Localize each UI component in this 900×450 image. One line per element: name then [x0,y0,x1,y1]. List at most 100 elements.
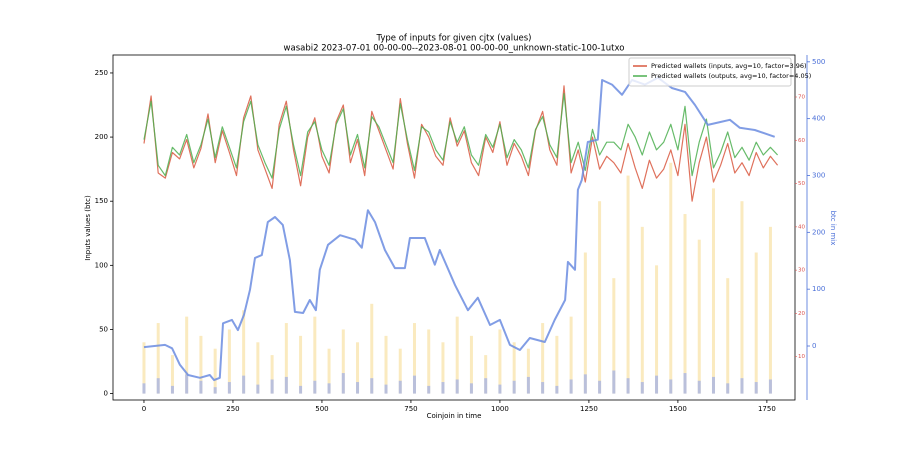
x-tick-label: 500 [315,405,328,413]
bar [384,384,388,394]
bar [313,316,317,394]
bar [569,316,573,394]
y-axis-label: Inputs values (btc) [84,195,92,261]
bar [683,214,687,394]
bar [341,373,345,394]
y3-tick-label: 20 [798,311,805,317]
bar [768,226,772,394]
y2-tick-label: 100 [812,285,825,293]
bar [726,278,730,394]
legend-box [628,57,792,87]
bar [313,380,317,394]
series-line [143,92,779,179]
y3-tick-label: 50 [798,181,805,187]
bar [754,382,758,394]
bar [370,378,374,394]
plot [142,76,779,394]
bar [484,378,488,394]
bar [655,265,659,394]
bar [526,348,530,394]
bar [569,379,573,394]
bar [327,383,331,394]
bar [768,379,772,394]
bar [185,316,189,394]
bar [412,375,416,394]
bar [740,201,744,394]
y-tick-label: 200 [95,133,108,141]
plot-frame [112,54,796,401]
y-tick-label: 0 [104,390,108,398]
bar [683,373,687,394]
legend-label: Predicted wallets (outputs, avg=10, fact… [651,72,811,80]
bar [284,323,288,394]
y2-tick-label: 500 [812,58,825,66]
bar [398,348,402,394]
bar [726,383,730,394]
bar [156,323,160,394]
y2-axis-label: btc in mix [829,211,837,246]
y2-tick-label: 200 [812,228,825,236]
bar [270,379,274,394]
bar [583,252,587,394]
bar [370,303,374,394]
bar [242,310,246,394]
bar [356,382,360,394]
y-tick-label: 150 [95,197,108,205]
bar [612,278,616,394]
bar [526,376,530,394]
bar [199,380,203,394]
bar [541,323,545,394]
y-tick-label: 50 [99,325,108,333]
bar [669,162,673,394]
bar [441,342,445,394]
x-tick-label: 250 [226,405,239,413]
series-line [143,85,779,202]
bar [754,252,758,394]
bar [711,188,715,394]
x-axis-label: Coinjoin in time [427,412,482,420]
bar [498,384,502,394]
bar [598,201,602,394]
bar [341,329,345,394]
bar [740,378,744,394]
x-tick-label: 1750 [758,405,776,413]
bar [142,342,146,394]
bar [270,355,274,394]
bar [484,355,488,394]
bar [441,382,445,394]
y3-tick-label: 10 [798,354,805,360]
bar [583,374,587,394]
x-tick-label: 1500 [669,405,687,413]
y3-tick-label: 60 [798,138,805,144]
bar [455,379,459,394]
y3-tick-label: 30 [798,268,805,274]
bar [256,342,260,394]
bar [356,342,360,394]
bar [455,316,459,394]
bar [170,385,174,394]
bar [142,383,146,394]
bar [299,335,303,394]
bar [697,239,701,394]
bar [555,385,559,394]
bar [256,384,260,394]
bar [227,382,231,394]
bar [598,380,602,394]
series-line [143,76,776,382]
x-tick-label: 1000 [491,405,509,413]
y3-tick-label: 70 [798,94,805,100]
y-tick-label: 250 [95,69,108,77]
bar [711,376,715,394]
chart-title: Type of inputs for given cjtx (values) [376,34,532,44]
bar [199,335,203,394]
y2-tick-label: 300 [812,171,825,179]
bar [213,387,217,394]
bar [512,380,516,394]
bar [427,329,431,394]
y2-tick-label: 400 [812,115,825,123]
bar [299,385,303,394]
y-tick-label: 100 [95,261,108,269]
bar [469,383,473,394]
bar [185,374,189,394]
